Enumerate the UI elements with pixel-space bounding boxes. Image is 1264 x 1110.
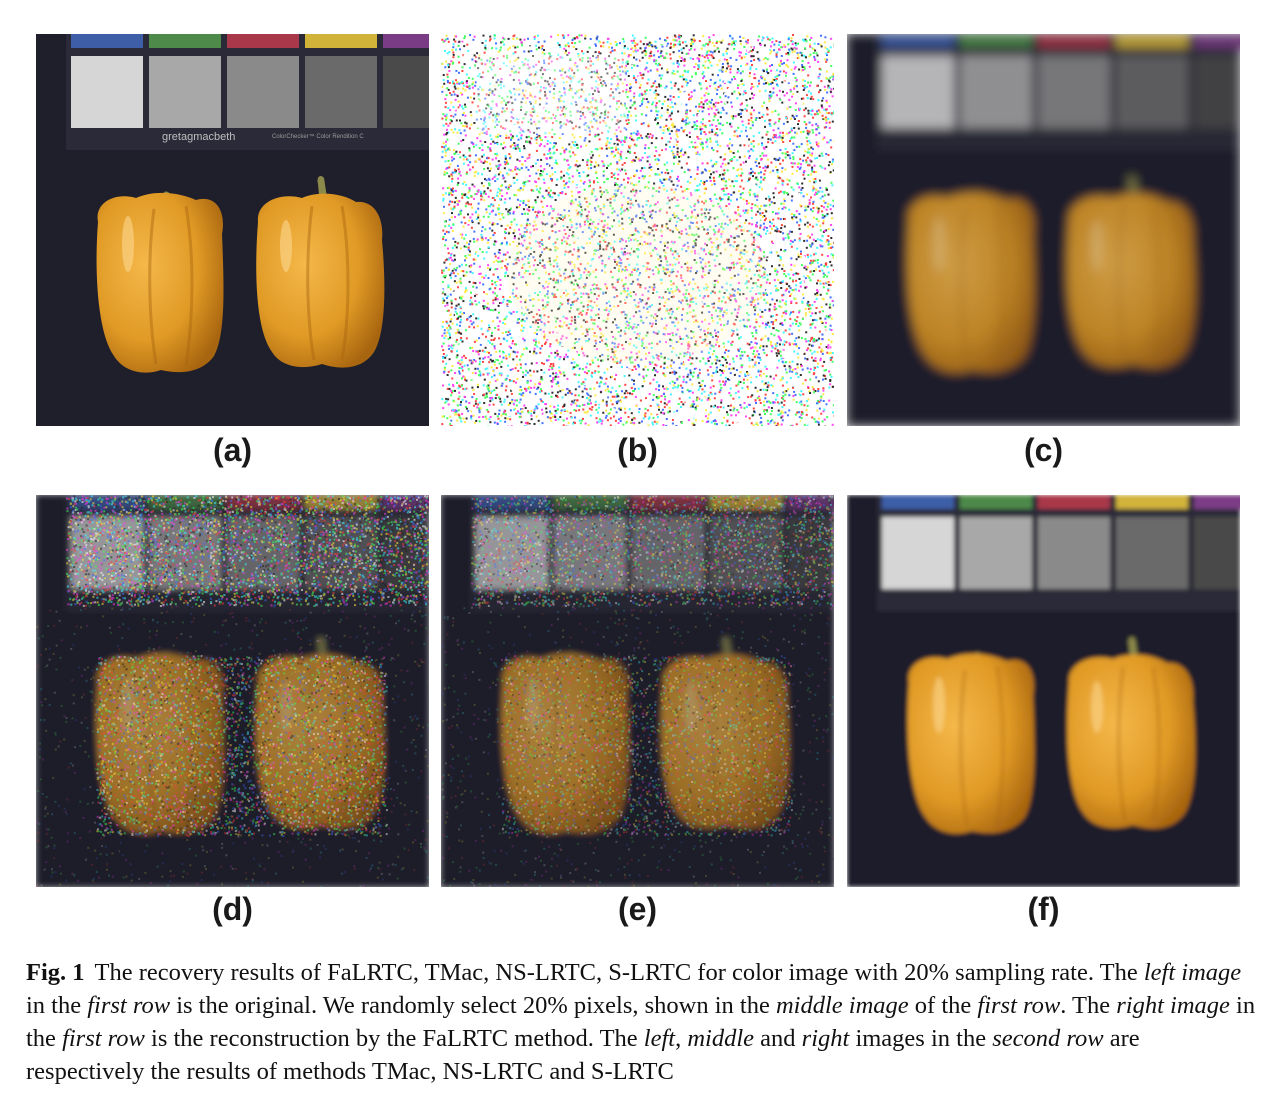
panel-b-label: (b)	[441, 432, 834, 469]
panel-c-label: (c)	[847, 432, 1240, 469]
panel-d-label: (d)	[36, 891, 429, 928]
panel-b-sampled-image	[441, 34, 834, 426]
figure-number: Fig. 1	[26, 959, 85, 986]
colorchecker-brand-text: gretagmacbeth	[162, 131, 235, 143]
panel-d-tmac-result	[36, 495, 429, 887]
panel-e-ns-lrtc-result	[441, 495, 834, 887]
panel-a-label: (a)	[36, 432, 429, 469]
colorchecker-model-text: ColorChecker™ Color Rendition C	[272, 133, 364, 140]
panel-c-falrtc-result	[847, 34, 1240, 426]
panel-f-s-lrtc-result	[847, 495, 1240, 887]
panel-a-original-image: gretagmacbeth ColorChecker™ Color Renditi…	[36, 34, 429, 426]
figure-caption: Fig. 1 The recovery results of FaLRTC, TM…	[26, 956, 1256, 1088]
panel-f-label: (f)	[847, 891, 1240, 928]
panel-e-label: (e)	[441, 891, 834, 928]
